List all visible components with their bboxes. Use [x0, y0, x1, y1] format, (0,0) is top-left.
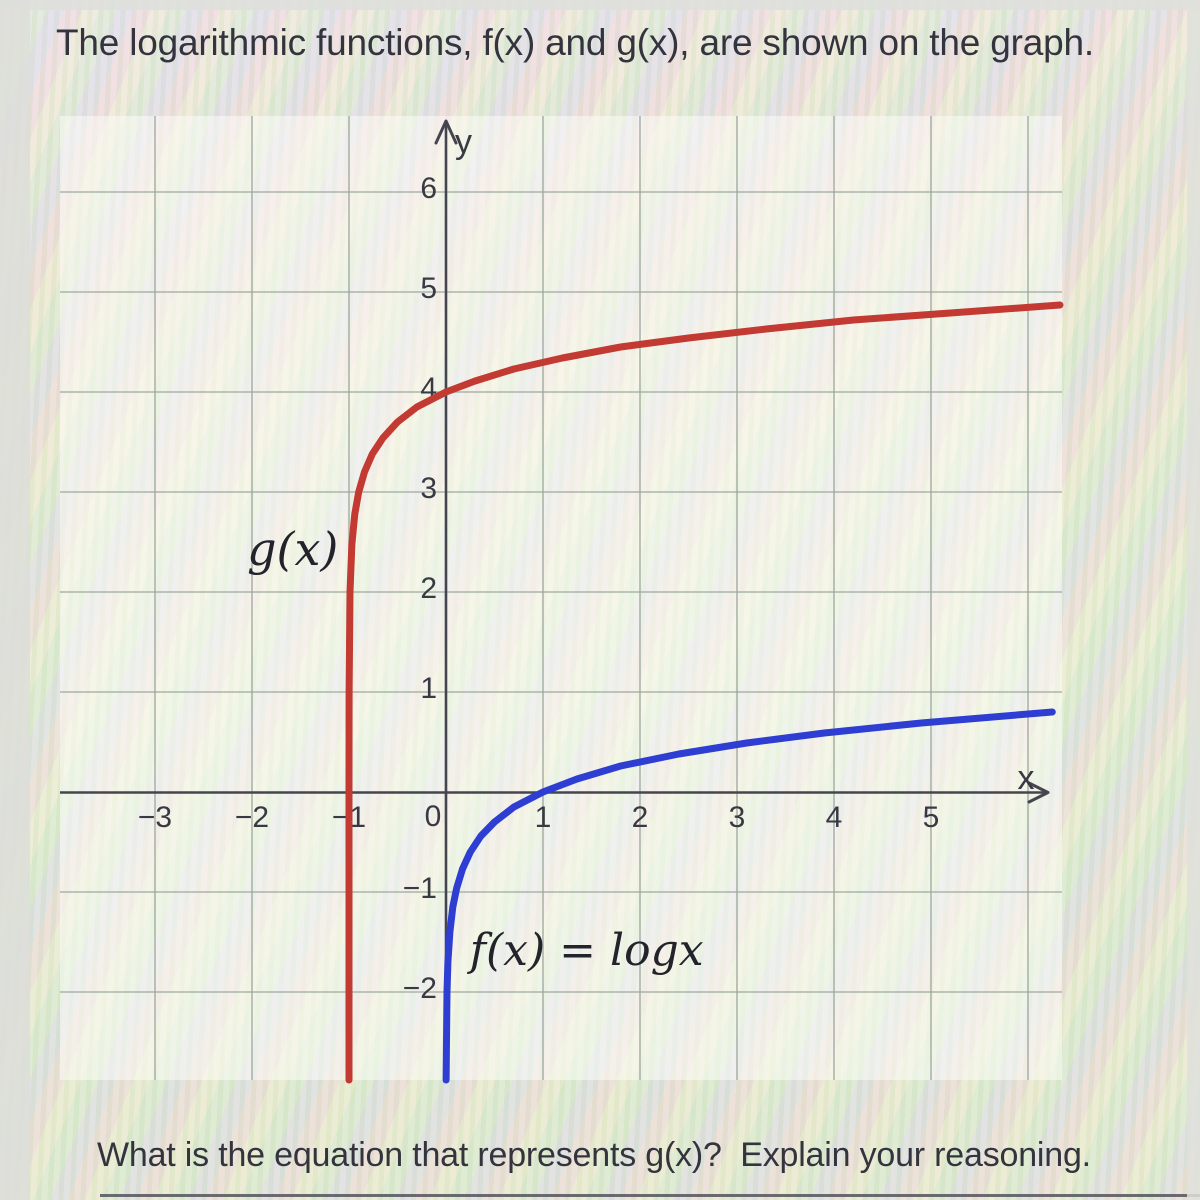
curve-annotation: g(x)	[247, 522, 338, 576]
plot-area	[60, 116, 1062, 1080]
y-tick-label: −2	[403, 972, 437, 1005]
y-tick-label: 2	[420, 572, 437, 605]
x-tick-label: 2	[632, 801, 649, 834]
y-tick-label: 3	[420, 472, 437, 505]
x-tick-label: 1	[535, 801, 552, 834]
x-tick-label: −2	[235, 801, 269, 834]
y-tick-label: 6	[420, 172, 437, 205]
photo-frame-left	[0, 0, 30, 1200]
photo-frame-right	[1187, 0, 1200, 1200]
question-intro-text: The logarithmic functions, f(x) and g(x)…	[56, 22, 1094, 63]
x-tick-label: 4	[826, 801, 843, 834]
x-axis-arrowhead	[1027, 781, 1050, 804]
x-tick-label: −3	[138, 801, 172, 834]
answer-field-top-edge	[100, 1194, 1200, 1197]
x-axis-label: x	[1018, 759, 1035, 797]
y-tick-label: −1	[403, 872, 437, 905]
curve-annotation: f(x) = logx	[467, 925, 704, 976]
y-tick-label: 5	[420, 272, 437, 305]
y-tick-label: 1	[420, 672, 437, 705]
curve-g	[345, 301, 1064, 1084]
photo-frame-top	[0, 0, 1200, 10]
origin-label: 0	[425, 800, 442, 833]
y-axis-arrowhead	[434, 119, 458, 145]
y-axis-label: y	[455, 123, 472, 161]
curve-f	[442, 708, 1056, 1084]
x-tick-label: 5	[923, 801, 940, 834]
question-prompt-text: What is the equation that represents g(x…	[97, 1136, 1091, 1174]
x-tick-label: 3	[729, 801, 746, 834]
